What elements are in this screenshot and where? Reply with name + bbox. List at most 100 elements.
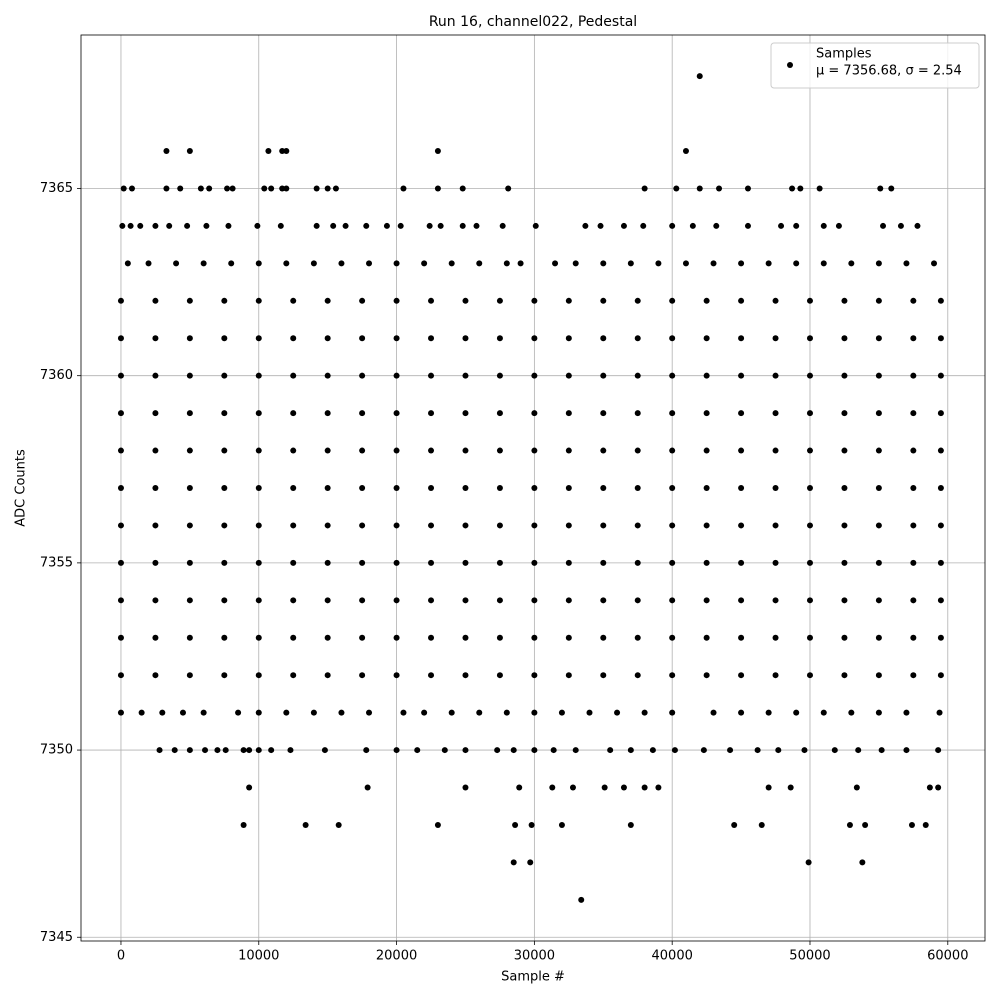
point xyxy=(710,709,717,716)
point xyxy=(738,447,745,454)
point xyxy=(565,634,572,641)
point xyxy=(532,222,539,229)
point xyxy=(669,372,676,379)
point xyxy=(805,859,812,866)
point xyxy=(202,747,209,754)
point xyxy=(499,222,506,229)
point xyxy=(393,597,400,604)
point xyxy=(159,709,166,716)
point xyxy=(586,709,593,716)
point xyxy=(600,260,607,267)
point xyxy=(186,747,193,754)
point xyxy=(696,73,703,80)
point xyxy=(649,747,656,754)
point xyxy=(255,522,262,529)
point xyxy=(186,148,193,155)
point xyxy=(565,297,572,304)
point xyxy=(841,335,848,342)
point xyxy=(641,784,648,791)
point xyxy=(903,709,910,716)
point xyxy=(655,260,662,267)
point xyxy=(682,148,689,155)
point xyxy=(669,597,676,604)
point xyxy=(640,222,647,229)
point xyxy=(324,522,331,529)
point xyxy=(359,559,366,566)
point xyxy=(364,784,371,791)
point xyxy=(173,260,180,267)
point xyxy=(324,410,331,417)
point xyxy=(152,297,159,304)
point xyxy=(846,821,853,828)
y-tick-label: 7360 xyxy=(40,368,73,383)
point xyxy=(806,447,813,454)
point xyxy=(393,447,400,454)
point xyxy=(578,896,585,903)
point xyxy=(283,260,290,267)
point xyxy=(806,297,813,304)
legend-box xyxy=(770,42,980,89)
point xyxy=(875,634,882,641)
point xyxy=(558,709,565,716)
point xyxy=(229,185,236,192)
point xyxy=(841,410,848,417)
point xyxy=(290,372,297,379)
point xyxy=(255,447,262,454)
point xyxy=(875,597,882,604)
point xyxy=(152,372,159,379)
point xyxy=(772,634,779,641)
point xyxy=(255,597,262,604)
point xyxy=(221,447,228,454)
point xyxy=(321,747,328,754)
point xyxy=(359,372,366,379)
point xyxy=(462,335,469,342)
point xyxy=(462,297,469,304)
point xyxy=(772,597,779,604)
point xyxy=(875,372,882,379)
point xyxy=(614,709,621,716)
point xyxy=(671,747,678,754)
point xyxy=(186,372,193,379)
y-tick-label: 7350 xyxy=(40,743,73,758)
point xyxy=(512,821,519,828)
point xyxy=(496,485,503,491)
point xyxy=(330,222,337,229)
point xyxy=(186,335,193,342)
point xyxy=(910,372,917,379)
point xyxy=(186,410,193,417)
point xyxy=(634,559,641,566)
point xyxy=(669,297,676,304)
point xyxy=(503,260,510,267)
point xyxy=(875,447,882,454)
point xyxy=(565,597,572,604)
point xyxy=(775,747,782,754)
y-tick-label: 7345 xyxy=(40,930,73,945)
point xyxy=(669,634,676,641)
point xyxy=(937,672,944,679)
point xyxy=(600,522,607,529)
point xyxy=(806,522,813,529)
point xyxy=(119,222,126,229)
point xyxy=(682,260,689,267)
point xyxy=(600,672,607,679)
point xyxy=(496,522,503,529)
point xyxy=(225,222,232,229)
point xyxy=(462,559,469,566)
point xyxy=(744,185,751,192)
point xyxy=(627,821,634,828)
point xyxy=(313,222,320,229)
point xyxy=(152,410,159,417)
point xyxy=(669,410,676,417)
point xyxy=(910,485,917,491)
point xyxy=(313,185,320,192)
point xyxy=(806,410,813,417)
point xyxy=(772,522,779,529)
point xyxy=(473,222,480,229)
point xyxy=(152,447,159,454)
point xyxy=(287,747,294,754)
point xyxy=(531,297,538,304)
point xyxy=(669,522,676,529)
point xyxy=(400,709,407,716)
point xyxy=(875,709,882,716)
point xyxy=(290,634,297,641)
